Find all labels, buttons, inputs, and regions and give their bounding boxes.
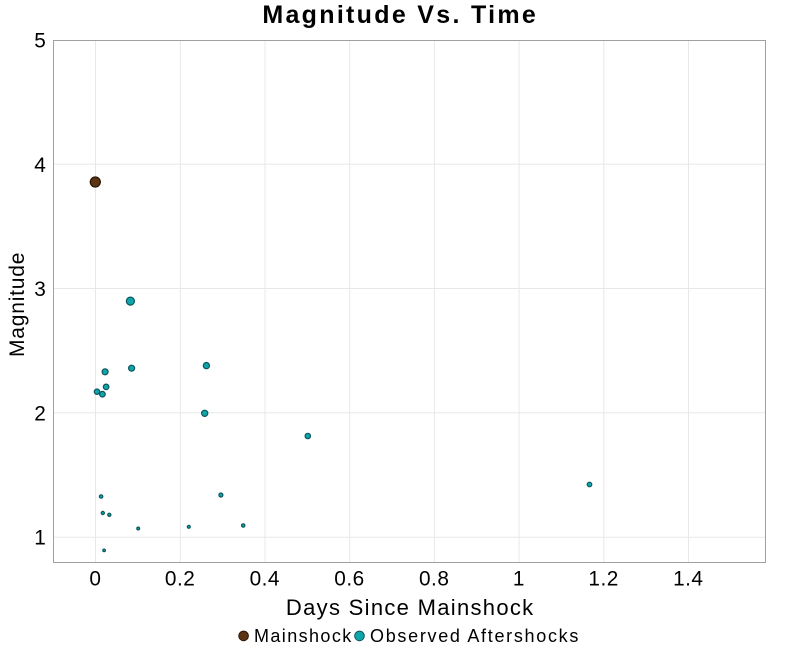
svg-text:1: 1 <box>34 527 46 550</box>
svg-text:0.2: 0.2 <box>165 568 195 591</box>
svg-text:5: 5 <box>34 30 46 53</box>
svg-text:0: 0 <box>89 568 101 591</box>
svg-text:Mainshock: Mainshock <box>254 626 353 646</box>
svg-text:1.4: 1.4 <box>673 568 703 591</box>
svg-text:0.6: 0.6 <box>334 568 364 591</box>
svg-text:Magnitude: Magnitude <box>6 252 29 357</box>
svg-text:0.4: 0.4 <box>250 568 280 591</box>
svg-text:0.8: 0.8 <box>419 568 449 591</box>
svg-text:3: 3 <box>34 278 46 301</box>
svg-text:4: 4 <box>34 154 46 177</box>
svg-text:2: 2 <box>34 402 46 425</box>
svg-text:1.2: 1.2 <box>588 568 618 591</box>
svg-text:Days Since Mainshock: Days Since Mainshock <box>286 595 535 620</box>
svg-text:Magnitude Vs. Time: Magnitude Vs. Time <box>262 1 538 29</box>
svg-text:1: 1 <box>513 568 525 591</box>
svg-text:Observed Aftershocks: Observed Aftershocks <box>370 626 580 646</box>
